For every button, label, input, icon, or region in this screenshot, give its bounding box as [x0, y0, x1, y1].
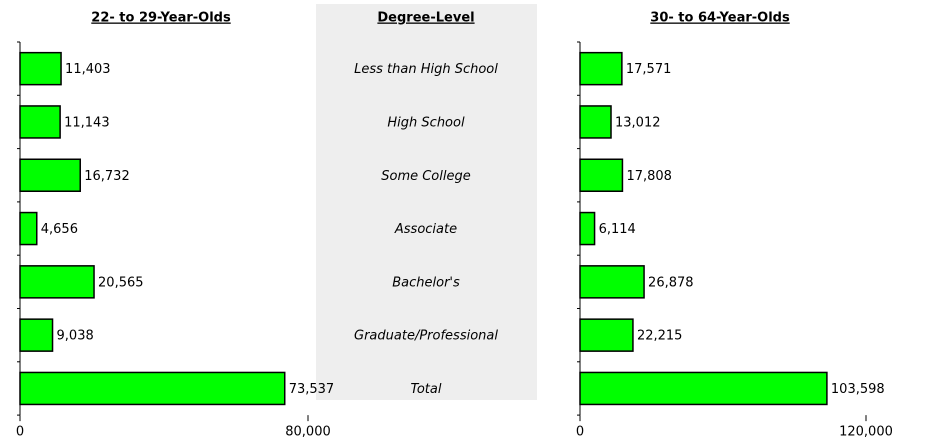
center-title: Degree-Level — [377, 11, 474, 26]
center-panel — [316, 4, 537, 400]
bar — [19, 371, 286, 406]
bar — [19, 105, 61, 139]
bar — [579, 265, 645, 299]
value-label: 22,215 — [637, 329, 683, 344]
value-label: 73,537 — [289, 382, 335, 397]
value-label: 13,012 — [615, 115, 661, 130]
value-label: 17,808 — [626, 169, 672, 184]
bar — [19, 211, 38, 246]
value-label: 103,598 — [831, 382, 885, 397]
value-label: 6,114 — [599, 222, 636, 237]
value-label: 4,656 — [41, 222, 78, 237]
bar — [579, 105, 612, 139]
category-label: Bachelor's — [392, 275, 460, 290]
x-tick-label: 0 — [576, 425, 584, 440]
value-label: 11,403 — [65, 62, 111, 77]
category-label: Some College — [381, 169, 471, 184]
category-label: High School — [387, 115, 465, 130]
category-label: Total — [411, 382, 442, 397]
value-label: 11,143 — [64, 115, 110, 130]
bar — [579, 211, 596, 246]
x-tick-label: 80,000 — [285, 425, 331, 440]
value-label: 16,732 — [84, 169, 130, 184]
value-label: 26,878 — [648, 275, 694, 290]
category-label: Graduate/Professional — [354, 329, 498, 344]
value-label: 17,571 — [626, 62, 672, 77]
bar — [19, 158, 81, 192]
category-label: Less than High School — [354, 62, 498, 77]
chart-title: 30- to 64-Year-Olds — [650, 11, 790, 26]
bar — [19, 265, 95, 299]
bar — [579, 158, 624, 192]
value-label: 20,565 — [98, 275, 144, 290]
chart-title: 22- to 29-Year-Olds — [91, 11, 231, 26]
bar — [579, 51, 623, 86]
value-label: 9,038 — [57, 329, 94, 344]
bar — [19, 318, 54, 352]
bar — [19, 51, 62, 86]
category-label: Associate — [394, 222, 457, 237]
bar — [579, 318, 634, 352]
x-tick-label: 120,000 — [839, 425, 893, 440]
bar — [579, 371, 828, 406]
x-tick-label: 0 — [16, 425, 24, 440]
